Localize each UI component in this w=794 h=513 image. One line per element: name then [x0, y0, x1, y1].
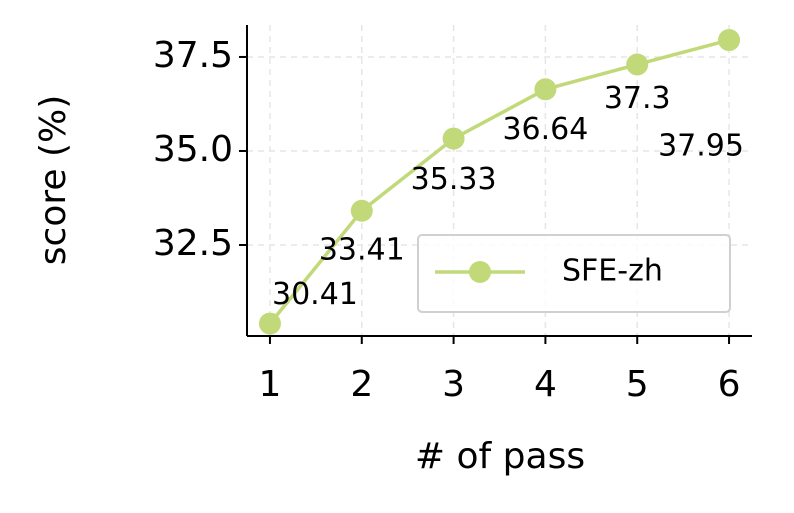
data-label: 30.41 — [272, 277, 358, 312]
data-label: 35.33 — [411, 162, 497, 197]
y-tick-label: 37.5 — [153, 35, 233, 76]
marker — [626, 53, 649, 76]
legend-label: SFE-zh — [562, 254, 663, 289]
data-label: 37.95 — [658, 129, 744, 164]
marker — [534, 78, 557, 101]
x-tick-label: 5 — [626, 364, 649, 405]
x-tick-label: 4 — [534, 364, 557, 405]
data-label: 37.3 — [604, 81, 671, 116]
x-axis-label: # of pass — [415, 436, 585, 477]
y-axis-label: score (%) — [33, 95, 74, 265]
data-label: 36.64 — [502, 112, 588, 147]
marker — [258, 312, 281, 335]
legend-box — [417, 234, 731, 313]
marker — [718, 29, 741, 52]
x-tick-label: 6 — [718, 364, 741, 405]
legend-marker — [469, 261, 491, 283]
x-tick-label: 3 — [442, 364, 465, 405]
legend: SFE-zh — [417, 234, 731, 313]
marker — [442, 127, 465, 150]
marker — [350, 199, 373, 222]
x-tick-label: 1 — [259, 364, 282, 405]
x-tick-label: 2 — [350, 364, 373, 405]
y-tick-label: 32.5 — [153, 223, 233, 264]
data-label: 33.41 — [319, 232, 405, 267]
y-tick-label: 35.0 — [153, 129, 233, 170]
line — [268, 38, 730, 325]
